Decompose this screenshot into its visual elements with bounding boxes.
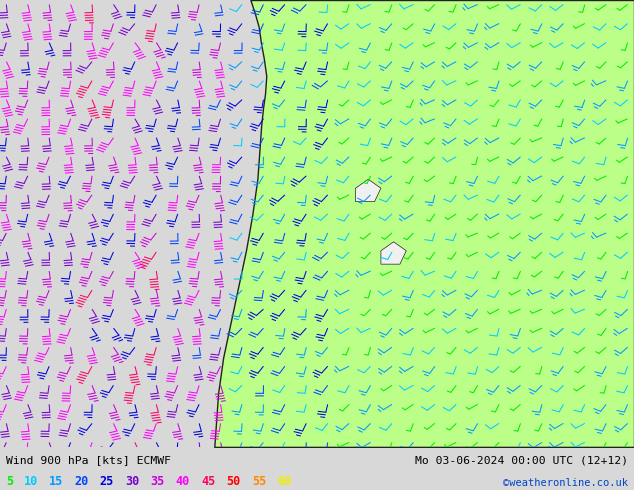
Text: 25: 25 (100, 475, 113, 488)
Text: 55: 55 (252, 475, 266, 488)
Text: 30: 30 (125, 475, 139, 488)
Text: 10: 10 (23, 475, 37, 488)
Text: 60: 60 (277, 475, 291, 488)
Text: 35: 35 (150, 475, 164, 488)
Text: 20: 20 (74, 475, 88, 488)
Text: 45: 45 (201, 475, 215, 488)
Text: 50: 50 (226, 475, 240, 488)
Text: Wind 900 hPa [kts] ECMWF: Wind 900 hPa [kts] ECMWF (6, 456, 171, 466)
Text: 40: 40 (176, 475, 190, 488)
Text: 5: 5 (6, 475, 13, 488)
Text: 15: 15 (49, 475, 63, 488)
Text: ©weatheronline.co.uk: ©weatheronline.co.uk (503, 478, 628, 488)
Text: Mo 03-06-2024 00:00 UTC (12+12): Mo 03-06-2024 00:00 UTC (12+12) (415, 456, 628, 466)
